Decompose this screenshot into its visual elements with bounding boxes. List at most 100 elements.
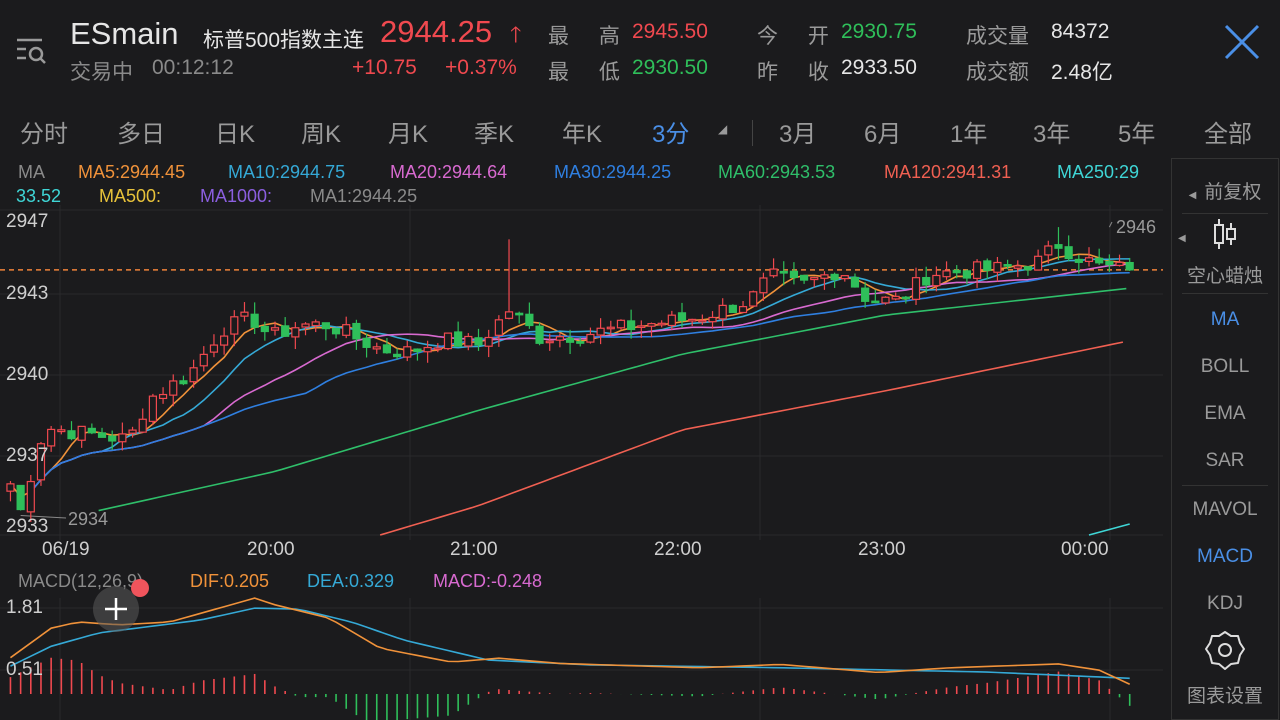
macd-y-tick: 1.81 xyxy=(6,597,43,618)
candle-up xyxy=(708,316,717,323)
candle-up xyxy=(443,332,453,350)
candle-down xyxy=(382,344,392,354)
candle-down xyxy=(87,427,96,434)
candle-up xyxy=(810,277,819,281)
tab-3min[interactable]: 3分 xyxy=(652,121,690,148)
tab-monthly[interactable]: 月K xyxy=(388,121,429,148)
candle-style-selector[interactable]: ◀ 空心蜡烛 xyxy=(1172,217,1278,287)
indicator-sar[interactable]: SAR xyxy=(1205,450,1245,471)
candle-up xyxy=(36,443,46,481)
candle-down xyxy=(535,325,544,344)
notification-dot xyxy=(131,579,149,597)
tab-1-year[interactable]: 1年 xyxy=(950,121,988,148)
candle-up xyxy=(881,296,890,304)
open-value: 2930.75 xyxy=(841,20,917,43)
candle-up xyxy=(342,324,351,336)
ma10-value: MA10:2944.75 xyxy=(228,162,346,182)
candle-up xyxy=(26,480,35,513)
candle-up xyxy=(504,311,514,319)
indicator-kdj[interactable]: KDJ xyxy=(1207,593,1243,614)
candle-up xyxy=(1044,245,1053,256)
candle-down xyxy=(97,432,107,438)
candle-up xyxy=(1013,265,1022,269)
candle-down xyxy=(260,325,269,333)
ma-legend-title: MA xyxy=(18,162,45,182)
candle-up xyxy=(698,319,707,323)
tab-3-years[interactable]: 3年 xyxy=(1033,121,1071,148)
candle-up xyxy=(688,318,697,322)
candle-up xyxy=(1084,257,1094,263)
candle-down xyxy=(871,300,880,304)
triangle-left-icon: ◀ xyxy=(1178,233,1186,244)
ma250-line xyxy=(1088,523,1130,536)
period-tabs: 分时 多日 日K 周K 月K 季K 年K 3分 ◢ 3月 6月 1年 3年 5年… xyxy=(0,114,1280,150)
ma30-line xyxy=(30,271,1130,493)
tab-6-months[interactable]: 6月 xyxy=(864,121,902,148)
chart-settings-button[interactable]: 图表设置 xyxy=(1172,629,1278,709)
ma250-value: MA250:29 xyxy=(1057,162,1140,182)
min-price-pointer xyxy=(20,514,67,519)
close-icon[interactable] xyxy=(1222,22,1262,62)
turnover-value: 2.48亿 xyxy=(1051,61,1113,84)
candle-up xyxy=(230,316,239,335)
candle-up xyxy=(647,323,656,327)
candle-down xyxy=(281,325,290,337)
y-tick-label: 2943 xyxy=(6,283,49,304)
candle-down xyxy=(525,313,534,327)
ma1000-value: MA1000: xyxy=(200,186,273,206)
tab-quarterly[interactable]: 季K xyxy=(474,121,515,148)
tab-all[interactable]: 全部 xyxy=(1204,121,1252,148)
ma120-line xyxy=(379,341,1124,536)
indicator-ema[interactable]: EMA xyxy=(1204,403,1246,424)
min-price-label: 2934 xyxy=(68,509,109,529)
add-indicator-button[interactable] xyxy=(93,586,139,632)
tab-intraday[interactable]: 分时 xyxy=(20,121,68,148)
candle-up xyxy=(606,326,615,330)
last-price: 2944.25 xyxy=(380,14,493,49)
tab-yearly[interactable]: 年K xyxy=(562,121,603,148)
indicator-macd[interactable]: MACD xyxy=(1197,546,1253,567)
candle-up xyxy=(840,275,849,280)
candle-up xyxy=(596,327,605,336)
candle-down xyxy=(861,287,870,302)
candle-down xyxy=(250,313,259,328)
candle-up xyxy=(718,304,727,320)
x-tick-label: 00:00 xyxy=(1061,539,1109,560)
candle-down xyxy=(331,327,341,335)
price-adjust-selector[interactable]: ◀ 前复权 xyxy=(1172,177,1278,204)
low-label: 最 低 xyxy=(548,61,632,84)
candle-down xyxy=(1023,266,1033,271)
candle-down xyxy=(1125,261,1134,271)
candle-up xyxy=(372,346,381,350)
candle-down xyxy=(1074,258,1083,263)
tab-multi-day[interactable]: 多日 xyxy=(117,121,165,148)
tab-5-years[interactable]: 5年 xyxy=(1118,121,1156,148)
high-label: 最 高 xyxy=(548,25,632,48)
candle-up xyxy=(301,323,310,328)
candle-down xyxy=(179,380,188,385)
ma20-value: MA20:2944.64 xyxy=(390,162,508,182)
tab-3-months[interactable]: 3月 xyxy=(779,121,817,148)
candle-up xyxy=(972,261,982,279)
ma60-value: MA60:2943.53 xyxy=(718,162,836,182)
candle-down xyxy=(789,270,799,279)
dropdown-triangle-icon[interactable]: ◢ xyxy=(718,122,728,136)
candle-down xyxy=(67,430,76,440)
x-tick-label: 21:00 xyxy=(450,539,498,560)
instrument-name: 标普500指数主连 xyxy=(203,29,365,52)
candle-down xyxy=(515,312,524,316)
tab-weekly[interactable]: 周K xyxy=(301,121,342,148)
menu-search-icon[interactable] xyxy=(14,32,48,66)
indicator-ma[interactable]: MA xyxy=(1210,309,1240,330)
candle-up xyxy=(891,295,900,300)
candlestick-chart[interactable] xyxy=(0,0,1165,720)
indicator-boll[interactable]: BOLL xyxy=(1200,356,1250,377)
tab-daily[interactable]: 日K xyxy=(215,121,256,148)
candle-down xyxy=(362,337,371,348)
ma250-value-cont: 33.52 xyxy=(16,186,62,206)
trading-status: 交易中 xyxy=(70,61,133,84)
indicator-mavol[interactable]: MAVOL xyxy=(1192,499,1258,520)
candle-up xyxy=(270,327,280,331)
candle-up xyxy=(423,346,432,353)
candle-down xyxy=(962,270,972,279)
